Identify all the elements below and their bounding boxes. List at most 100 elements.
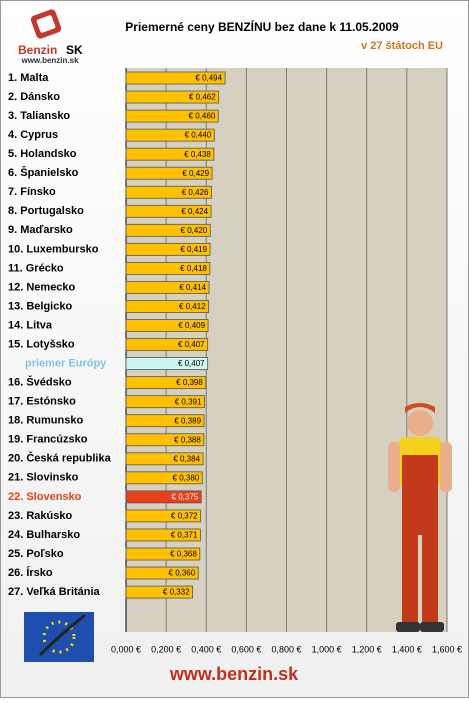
- x-tick-label: 1,400 €: [392, 644, 422, 654]
- category-label: 26. Írsko: [8, 566, 53, 579]
- value-label: € 0,407: [178, 340, 205, 349]
- eu-flag: [24, 612, 94, 662]
- value-label: € 0,384: [173, 454, 200, 463]
- category-label: 27. Veľká Británia: [8, 586, 101, 598]
- bar: [125, 414, 205, 428]
- bar: [125, 585, 194, 599]
- x-tick-label: 1,600 €: [432, 644, 462, 654]
- category-label: 25. Poľsko: [8, 548, 64, 560]
- bar: [125, 204, 212, 218]
- value-label: € 0,429: [182, 169, 209, 178]
- value-label: € 0,389: [174, 416, 201, 425]
- value-label: € 0,420: [181, 226, 208, 235]
- bar: [125, 185, 212, 199]
- value-label: € 0,332: [163, 588, 190, 597]
- value-label: € 0,398: [176, 378, 203, 387]
- category-label: 17. Estónsko: [8, 396, 76, 408]
- x-tick-label: 1,000 €: [312, 644, 342, 654]
- bar: [125, 490, 202, 504]
- logo: Benzin SK www.benzin.sk: [18, 9, 83, 65]
- bar: [125, 452, 204, 466]
- value-label: € 0,409: [178, 321, 205, 330]
- bar: [125, 71, 226, 85]
- logo-country: SK: [66, 43, 83, 57]
- category-label: 4. Cyprus: [8, 129, 58, 141]
- category-label: 12. Nemecko: [8, 281, 76, 293]
- x-tick-label: 1,200 €: [352, 644, 382, 654]
- category-label: 20. Česká republika: [8, 452, 112, 465]
- bar: [125, 319, 209, 332]
- bar: [125, 509, 202, 523]
- category-label: 14. Litva: [8, 319, 53, 331]
- x-tick-label: 0,000 €: [111, 644, 141, 654]
- value-label: € 0,372: [171, 512, 198, 521]
- bar: [125, 242, 211, 256]
- category-label: 18. Rumunsko: [8, 415, 83, 427]
- footer-url: www.benzin.sk: [169, 664, 299, 684]
- bar: [125, 300, 210, 313]
- value-label: € 0,414: [179, 283, 206, 292]
- category-label: 9. Maďarsko: [8, 224, 73, 236]
- chart-title: Priemerné ceny BENZÍNU bez dane k 11.05.…: [125, 19, 399, 34]
- x-tick-label: 0,800 €: [271, 644, 301, 654]
- value-label: € 0,407: [178, 359, 205, 368]
- category-label: 11. Grécko: [8, 262, 64, 274]
- category-label: 23. Rakúsko: [8, 510, 72, 522]
- category-label: 16. Švédsko: [8, 376, 72, 389]
- value-label: € 0,419: [180, 245, 207, 254]
- chart-subtitle: v 27 štátoch EU: [361, 40, 443, 52]
- category-label: priemer Európy: [25, 358, 107, 370]
- bar: [125, 471, 203, 485]
- value-label: € 0,426: [182, 188, 209, 197]
- bar: [125, 395, 205, 409]
- bar: [125, 128, 215, 142]
- value-label: € 0,380: [173, 473, 200, 482]
- bar: [125, 166, 213, 180]
- value-label: € 0,460: [189, 112, 216, 121]
- category-label: 22. Slovensko: [8, 491, 82, 503]
- category-label: 6. Španielsko: [8, 166, 79, 179]
- bar: [125, 566, 199, 580]
- bar: [125, 357, 209, 371]
- worker: [388, 403, 452, 632]
- bar: [125, 528, 201, 542]
- bar: [125, 433, 205, 447]
- category-label: 24. Bulharsko: [8, 529, 80, 541]
- value-label: € 0,368: [170, 550, 197, 559]
- category-label: 8. Portugalsko: [8, 205, 84, 217]
- logo-name: Benzin: [18, 43, 57, 57]
- bar: [125, 223, 211, 237]
- value-label: € 0,388: [174, 435, 201, 444]
- category-label: 3. Taliansko: [8, 110, 70, 122]
- value-label: € 0,412: [179, 302, 206, 311]
- category-label: 7. Fínsko: [8, 186, 56, 198]
- bar: [125, 90, 220, 104]
- x-tick-label: 0,400 €: [191, 644, 221, 654]
- value-label: € 0,424: [181, 207, 208, 216]
- value-label: € 0,418: [180, 264, 207, 273]
- x-tick-label: 0,600 €: [231, 644, 261, 654]
- category-label: 19. Francúzsko: [8, 434, 88, 446]
- category-label: 13. Belgicko: [8, 300, 72, 312]
- value-label: € 0,494: [195, 74, 222, 83]
- category-label: 10. Luxembursko: [8, 243, 99, 255]
- category-label: 2. Dánsko: [8, 91, 60, 103]
- value-label: € 0,462: [189, 93, 216, 102]
- value-label: € 0,440: [185, 131, 212, 140]
- bar: [125, 547, 201, 561]
- value-label: € 0,391: [175, 397, 202, 406]
- x-tick-label: 0,200 €: [151, 644, 181, 654]
- category-label: 1. Malta: [8, 72, 49, 84]
- bar: [125, 281, 210, 294]
- category-label: 15. Lotyšsko: [8, 338, 75, 350]
- value-label: € 0,438: [184, 150, 211, 159]
- category-label: 21. Slovinsko: [8, 472, 79, 484]
- value-label: € 0,371: [171, 531, 198, 540]
- bar: [125, 147, 215, 161]
- category-label: 5. Holandsko: [8, 148, 77, 160]
- bar: [125, 338, 209, 351]
- bar: [125, 376, 207, 390]
- bar: [125, 109, 219, 123]
- logo-url: www.benzin.sk: [20, 56, 79, 65]
